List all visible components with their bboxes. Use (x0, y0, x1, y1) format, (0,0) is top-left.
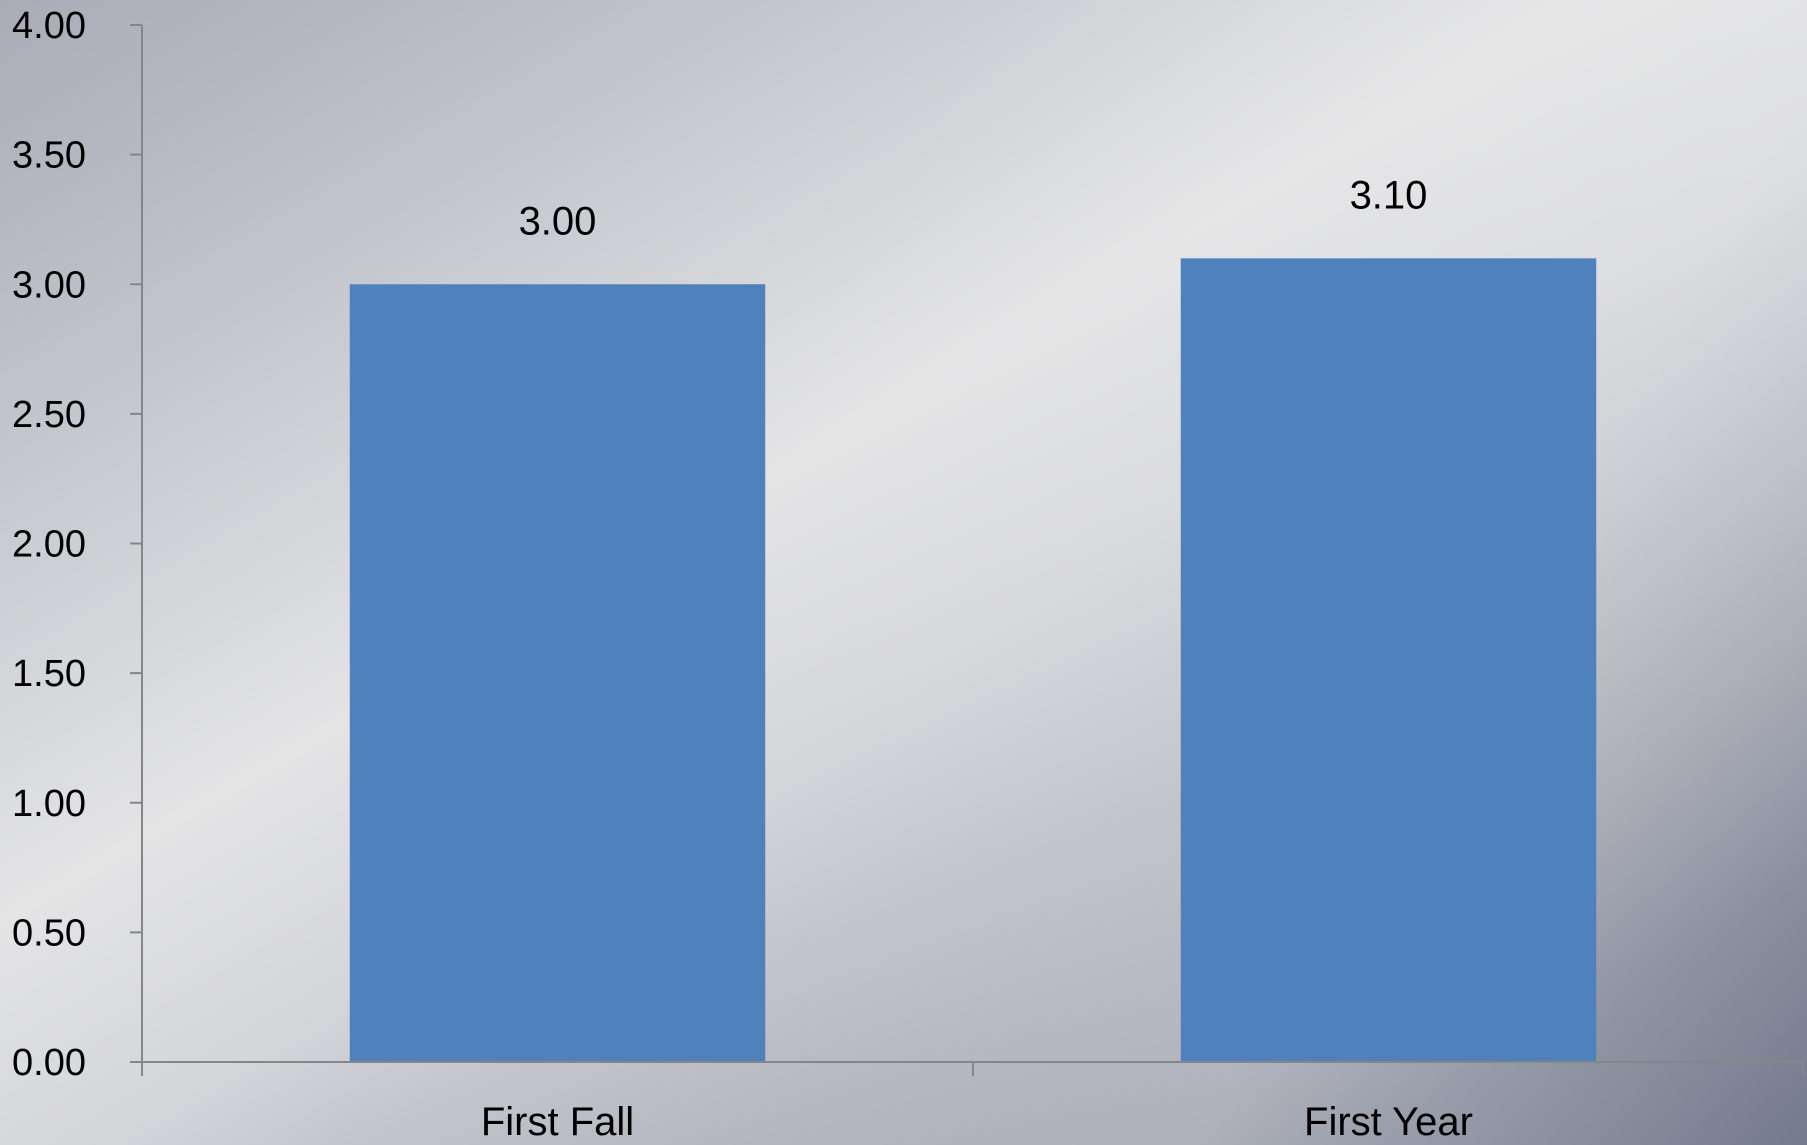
x-axis-ticks: First Fall First Year (141, 1062, 1804, 1144)
y-tick-label: 0.50 (12, 912, 86, 954)
y-tick-label: 0.00 (12, 1042, 86, 1084)
data-labels-group: 3.00 3.10 (519, 173, 1428, 243)
bar-first-year (1180, 258, 1597, 1062)
y-tick-label: 1.50 (12, 653, 86, 695)
x-category-label: First Year (1304, 1100, 1473, 1144)
data-label: 3.00 (519, 199, 597, 243)
y-axis-ticks: 0.00 0.50 1.00 1.50 2.00 2.50 3.00 3.50 4.00 (12, 5, 142, 1084)
y-tick-label: 4.00 (12, 5, 86, 47)
x-category-label: First Fall (481, 1100, 634, 1144)
data-label: 3.10 (1350, 173, 1428, 217)
y-tick-label: 3.00 (12, 264, 86, 306)
y-tick-label: 1.00 (12, 783, 86, 825)
y-tick-label: 2.50 (12, 394, 86, 436)
y-tick-label: 2.00 (12, 524, 86, 566)
bars-group (349, 258, 1597, 1062)
y-tick-label: 3.50 (12, 135, 86, 177)
bar-first-fall (349, 284, 766, 1062)
